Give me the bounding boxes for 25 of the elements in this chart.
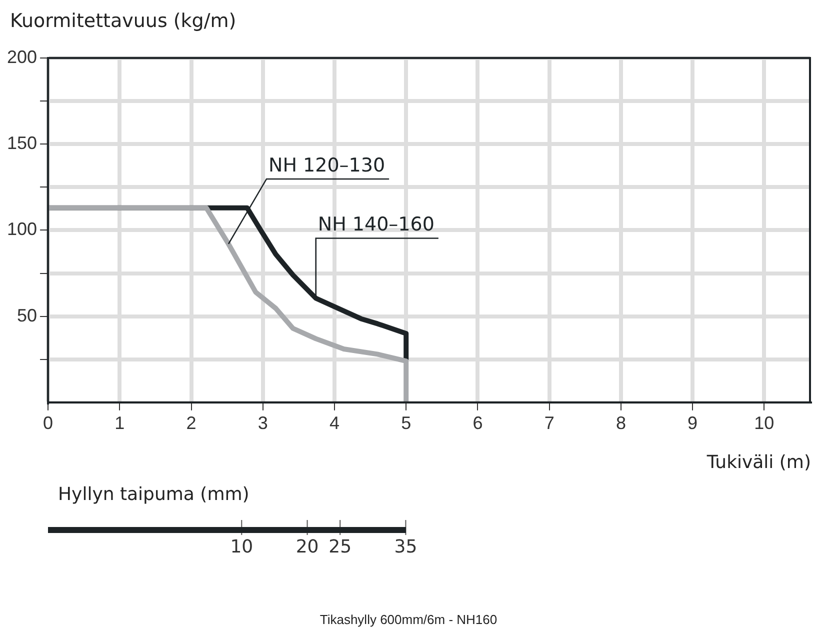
x-axis-title: Tukiväli (m) [706, 452, 811, 473]
y-tick-label: 150 [6, 133, 38, 154]
x2-tick-label: 20 [296, 536, 319, 558]
text: NH 120–130 [268, 154, 386, 176]
x-tick-label: 9 [688, 413, 698, 434]
x-tick-label: 3 [258, 413, 268, 434]
x-tick-label: 4 [329, 413, 340, 434]
x-tick-label: 1 [114, 413, 125, 434]
x-tick-label: 2 [186, 413, 196, 434]
text: Tikashylly 600mm/6m - NH160 [318, 612, 498, 627]
text: NH 140–160 [318, 214, 434, 236]
x2-tick-label: 35 [394, 536, 418, 558]
x2-axis-title: Hyllyn taipuma (mm) [58, 484, 250, 505]
y-tick-label: 50 [17, 305, 38, 326]
y-axis-title: Kuormitettavuus (kg/m) [10, 10, 236, 32]
x-tick-label: 5 [401, 413, 412, 434]
y-tick-label: 200 [6, 46, 38, 67]
x-tick-label: 10 [754, 413, 774, 434]
x2-tick-label: 25 [328, 536, 352, 558]
x-tick-label: 6 [472, 413, 483, 434]
x-tick-label: 7 [544, 413, 554, 434]
x-tick-label: 0 [43, 413, 54, 434]
x2-tick-label: 10 [230, 536, 254, 558]
y-tick-label: 100 [6, 219, 38, 240]
x-tick-label: 8 [616, 413, 626, 434]
